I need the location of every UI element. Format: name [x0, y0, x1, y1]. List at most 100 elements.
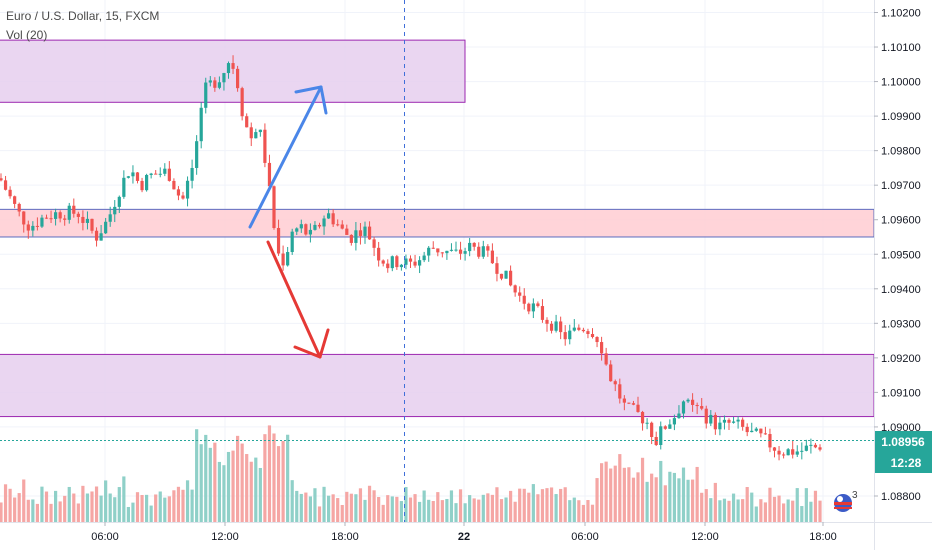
candle-body: [172, 180, 176, 190]
candle-body: [208, 80, 212, 83]
candle-body: [154, 173, 158, 175]
volume-bar: [117, 487, 121, 522]
volume-bar: [126, 506, 130, 522]
flag-icon[interactable]: 3: [834, 490, 858, 512]
candle-body: [463, 251, 467, 254]
price-axis[interactable]: 1.10200 1.10100 1.10000 1.09900 1.09800 1.097…: [874, 8, 921, 504]
candle-body: [422, 255, 426, 261]
candle-body: [213, 80, 217, 88]
candle-body: [286, 252, 290, 266]
volume-bar: [213, 442, 217, 522]
candle-body: [17, 203, 21, 212]
volume-bar: [226, 451, 231, 522]
candle-body: [0, 178, 3, 181]
candle-body: [240, 88, 244, 117]
candle-body: [199, 107, 203, 142]
price-tick-label: 1.09800: [881, 146, 921, 158]
volume-bar: [94, 486, 99, 522]
candle-body: [72, 205, 76, 214]
volume-bar: [313, 488, 317, 522]
candle-body: [527, 303, 531, 312]
candle-body: [709, 414, 713, 424]
candle-body: [659, 426, 663, 446]
candle-body: [363, 226, 367, 236]
volume-bar: [181, 489, 185, 522]
volume-bar: [108, 493, 112, 522]
candle-body: [454, 249, 458, 251]
volume-bar: [167, 496, 171, 522]
candle-body: [731, 421, 736, 423]
candle-body: [217, 82, 221, 88]
candle-body: [600, 342, 604, 354]
supply-demand-zone: [0, 353, 875, 418]
volume-bar: [631, 477, 636, 522]
drawings[interactable]: [248, 85, 330, 359]
candle-body: [349, 234, 353, 243]
candle-body: [468, 242, 472, 252]
candle-body: [290, 231, 294, 253]
candle-body: [395, 256, 399, 268]
volume-bar: [695, 466, 699, 522]
volume-bar: [618, 454, 622, 522]
blue-trend-arrow: [248, 85, 323, 229]
volume-bar: [272, 433, 276, 522]
candle-body: [276, 227, 281, 254]
candle-body: [540, 306, 545, 320]
candle-body: [686, 399, 690, 402]
volume-bar: [386, 495, 390, 522]
price-tick-label: 1.09300: [881, 318, 921, 330]
candle-body: [609, 364, 613, 382]
volume-bar: [800, 506, 804, 522]
candle-body: [140, 180, 144, 191]
symbol-label[interactable]: Euro / U.S. Dollar, 15, FXCM: [6, 9, 160, 23]
volume-bar: [122, 476, 126, 522]
candle-body: [263, 129, 267, 163]
candle-body: [313, 224, 317, 230]
volume-bar: [372, 490, 376, 522]
candle-body: [94, 230, 99, 241]
volume-bar: [499, 499, 504, 522]
candle-body: [700, 406, 704, 409]
volume-bar: [58, 501, 62, 522]
volume-bars: [0, 425, 822, 522]
candle-body: [499, 273, 504, 279]
candle-body: [672, 418, 676, 425]
price-tick-label: 1.10200: [881, 8, 921, 20]
volume-bar: [363, 499, 367, 522]
volume-bar: [404, 486, 408, 522]
volume-bar: [358, 488, 363, 522]
candle-body: [299, 224, 303, 229]
volume-bar: [199, 444, 203, 522]
volume-bar: [149, 505, 153, 522]
volume-indicator-label[interactable]: Vol (20): [6, 28, 48, 42]
zones[interactable]: [0, 39, 875, 418]
candle-body: [386, 263, 390, 269]
candle-body: [490, 250, 494, 264]
red-arrowhead: [293, 328, 330, 359]
volume-bar: [586, 500, 590, 522]
volume-bar: [754, 506, 758, 522]
volume-bar: [204, 434, 208, 522]
candle-body: [408, 258, 413, 262]
candle-body: [176, 189, 181, 196]
time-tick-label: 12:00: [211, 531, 239, 543]
volume-bar: [759, 499, 763, 522]
candle-body: [149, 173, 153, 175]
price-tick-label: 1.09900: [881, 111, 921, 123]
volume-bar: [449, 490, 454, 522]
volume-bar: [17, 493, 21, 522]
time-tick-label: 06:00: [571, 531, 599, 543]
price-tick-label: 1.09000: [881, 422, 921, 434]
price-tick-label: 1.09100: [881, 387, 921, 399]
candle-body: [367, 226, 372, 240]
candle-body: [631, 403, 636, 405]
volume-bar: [236, 435, 240, 522]
candle-body: [627, 402, 631, 404]
price-tick-label: 1.09600: [881, 215, 921, 227]
time-axis[interactable]: 06:00 12:00 18:00 22 06:00 12:00 18:00: [91, 522, 837, 543]
volume-bar: [604, 461, 608, 522]
candle-body: [763, 433, 767, 435]
volume-bar: [44, 491, 49, 522]
